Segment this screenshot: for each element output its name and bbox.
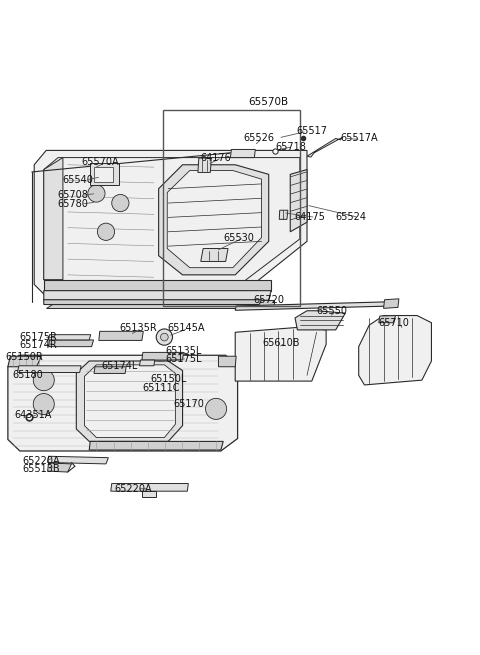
Bar (94, 167, 113, 181)
Polygon shape (48, 335, 91, 340)
Polygon shape (384, 299, 399, 309)
Polygon shape (140, 360, 155, 365)
Polygon shape (279, 210, 288, 219)
Text: 65513B: 65513B (23, 464, 60, 474)
Polygon shape (142, 491, 156, 497)
Text: 65610B: 65610B (262, 338, 300, 348)
Text: 65524: 65524 (336, 212, 367, 223)
Text: 65150L: 65150L (150, 374, 186, 384)
Polygon shape (230, 149, 255, 158)
Circle shape (33, 394, 54, 415)
Bar (90, 163, 119, 185)
Text: 65174L: 65174L (101, 361, 138, 371)
Text: 65550: 65550 (317, 306, 348, 316)
Text: 65517: 65517 (297, 126, 327, 136)
Polygon shape (34, 151, 307, 299)
Text: 65517A: 65517A (340, 134, 378, 143)
Text: 65180: 65180 (12, 370, 43, 381)
Circle shape (112, 195, 129, 212)
Polygon shape (307, 137, 343, 157)
Polygon shape (48, 463, 72, 472)
Text: 65526: 65526 (244, 134, 275, 143)
Text: 65175R: 65175R (20, 332, 58, 342)
Polygon shape (17, 365, 81, 373)
Polygon shape (359, 316, 432, 385)
Polygon shape (158, 165, 269, 275)
Polygon shape (235, 302, 394, 310)
Polygon shape (89, 441, 223, 450)
Polygon shape (48, 340, 94, 346)
Text: 65540: 65540 (62, 175, 93, 185)
Text: 65220A: 65220A (115, 484, 152, 494)
Text: 65175L: 65175L (165, 354, 202, 364)
Polygon shape (295, 310, 345, 330)
Text: 65135L: 65135L (165, 346, 202, 356)
Polygon shape (379, 316, 396, 323)
Polygon shape (198, 158, 211, 172)
Text: 65708: 65708 (57, 191, 88, 200)
Polygon shape (111, 483, 188, 491)
Text: 64175: 64175 (295, 212, 325, 223)
Polygon shape (290, 170, 307, 232)
Circle shape (160, 333, 168, 341)
Polygon shape (46, 300, 274, 309)
Circle shape (156, 329, 172, 345)
Polygon shape (44, 280, 271, 291)
Text: 65145A: 65145A (167, 324, 205, 333)
Text: 65570A: 65570A (81, 157, 119, 168)
Polygon shape (8, 355, 238, 451)
Text: 65174R: 65174R (20, 340, 58, 350)
Text: 65220A: 65220A (23, 456, 60, 466)
Polygon shape (44, 291, 271, 300)
Text: 64176: 64176 (201, 153, 231, 162)
Polygon shape (218, 356, 236, 367)
Circle shape (88, 185, 105, 202)
Circle shape (97, 223, 115, 240)
Text: 65570B: 65570B (249, 96, 289, 107)
Polygon shape (84, 365, 175, 438)
Text: 65135R: 65135R (120, 324, 157, 333)
Text: 65530: 65530 (224, 233, 254, 242)
Text: 65718: 65718 (276, 141, 306, 151)
Bar (163, 110, 300, 306)
Polygon shape (48, 457, 108, 464)
Polygon shape (44, 158, 63, 280)
Polygon shape (94, 367, 126, 373)
Text: 65111C: 65111C (143, 383, 180, 393)
Polygon shape (167, 170, 262, 268)
Text: 65720: 65720 (253, 295, 285, 305)
Circle shape (205, 398, 227, 419)
Text: 64351A: 64351A (14, 409, 51, 420)
Polygon shape (99, 331, 144, 341)
Polygon shape (76, 361, 182, 441)
Polygon shape (201, 248, 228, 261)
Polygon shape (44, 158, 300, 291)
Text: 65150R: 65150R (5, 352, 43, 362)
Polygon shape (44, 300, 262, 305)
Polygon shape (142, 352, 183, 360)
Polygon shape (235, 328, 326, 381)
Circle shape (33, 369, 54, 390)
Text: 65170: 65170 (173, 399, 204, 409)
Text: 65780: 65780 (57, 199, 88, 209)
Text: 65710: 65710 (379, 318, 409, 328)
Polygon shape (8, 356, 41, 367)
